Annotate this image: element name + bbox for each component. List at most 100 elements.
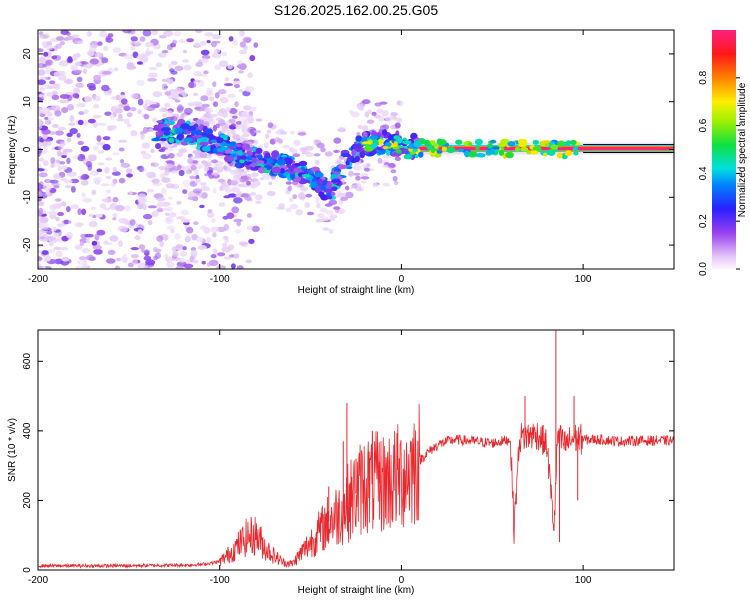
- spectrogram-faint-blob: [207, 118, 216, 124]
- spectrogram-faint-blob: [251, 173, 258, 178]
- spectrogram-bright-blob: [436, 150, 443, 154]
- spectrogram-x-tick-label: -200: [28, 274, 48, 285]
- spectrogram-ridge-blob: [264, 152, 271, 159]
- spectrogram-noise-blob: [39, 31, 44, 36]
- spectrogram-faint-blob: [390, 112, 399, 116]
- spectrogram-faint-blob: [199, 151, 208, 158]
- spectrogram-bright-blob: [369, 135, 379, 140]
- spectrogram-noise-blob: [156, 208, 163, 213]
- spectrogram-noise-blob: [239, 41, 246, 48]
- spectrogram-faint-blob: [301, 147, 306, 154]
- spectrogram-noise-blob: [216, 265, 226, 269]
- spectrogram-noise-blob: [166, 206, 173, 212]
- spectrogram-noise-blob: [182, 59, 190, 63]
- spectrogram-noise-blob: [54, 198, 62, 202]
- spectrogram-noise-blob: [170, 70, 178, 75]
- spectrogram-faint-blob: [232, 115, 238, 119]
- spectrogram-noise-blob: [150, 149, 155, 154]
- spectrogram-faint-blob: [393, 180, 399, 186]
- spectrogram-noise-blob: [182, 246, 187, 251]
- spectrogram-noise-blob: [45, 69, 50, 74]
- spectrogram-noise-blob: [175, 265, 184, 269]
- spectrogram-noise-blob: [201, 260, 206, 265]
- spectrogram-ridge-blob: [298, 160, 308, 167]
- spectrogram-noise-blob: [38, 69, 46, 76]
- spectrogram-noise-blob: [112, 213, 118, 218]
- spectrogram-noise-blob: [186, 226, 194, 234]
- spectrogram-noise-blob: [134, 235, 141, 241]
- spectrogram-noise-blob: [118, 147, 125, 152]
- spectrogram-ridge-blob: [219, 134, 229, 139]
- spectrogram-faint-blob: [205, 107, 214, 114]
- spectrogram-noise-blob: [165, 212, 170, 216]
- spectrogram-faint-blob: [361, 125, 369, 131]
- spectrogram-ridge-blob: [347, 155, 352, 163]
- spectrogram-noise-blob: [120, 162, 131, 168]
- spectrogram-noise-blob: [210, 226, 219, 233]
- spectrogram-x-ticks: -200 -100 0 100: [28, 30, 592, 285]
- spectrogram-noise-blob: [167, 79, 174, 85]
- spectrogram-faint-blob: [165, 110, 174, 117]
- spectrogram-noise-blob: [118, 139, 128, 143]
- spectrogram-noise-blob: [147, 72, 158, 78]
- spectrogram-noise-blob: [194, 178, 200, 184]
- spectrogram-ridge-blob: [314, 172, 324, 178]
- spectrogram-bright-blob: [532, 139, 539, 145]
- spectrogram-faint-blob: [267, 190, 276, 197]
- spectrogram-faint-blob: [297, 132, 307, 136]
- spectrogram-noise-blob: [69, 128, 78, 135]
- spectrogram-noise-blob: [122, 30, 132, 34]
- spectrogram-noise-blob: [41, 250, 49, 255]
- spectrogram-bright-blob: [437, 139, 447, 146]
- colorbar-ticks: 0.0 0.2 0.4 0.6 0.8: [698, 70, 740, 276]
- spectrogram-noise-blob: [190, 249, 198, 257]
- spectrogram-noise-blob: [199, 204, 205, 209]
- spectrogram-faint-blob: [333, 149, 340, 153]
- spectrogram-faint-blob: [383, 154, 392, 159]
- spectrogram-noise-blob: [167, 63, 173, 69]
- spectrogram-noise-blob: [38, 119, 43, 125]
- spectrogram-noise-blob: [164, 254, 169, 260]
- colorbar-label: Normalized spectral amplitude: [737, 82, 748, 217]
- spectrogram-faint-blob: [200, 95, 209, 102]
- spectrogram-faint-blob: [193, 169, 199, 176]
- spectrogram-noise-blob: [130, 93, 139, 99]
- spectrogram-noise-blob: [77, 208, 82, 216]
- spectrogram-noise-blob: [251, 225, 260, 233]
- spectrogram-noise-blob: [105, 175, 112, 180]
- spectrogram-noise-blob: [70, 204, 79, 209]
- spectrogram-bright-blob: [490, 139, 497, 144]
- spectrogram-noise-blob: [126, 173, 133, 178]
- spectrogram-noise-blob: [201, 58, 209, 64]
- spectrogram-noise-blob: [143, 265, 149, 269]
- spectrogram-ridge-blob: [174, 127, 183, 135]
- spectrogram-faint-blob: [392, 175, 398, 182]
- spectrogram-ridge-blob: [304, 179, 310, 183]
- spectrogram-noise-blob: [109, 235, 119, 242]
- spectrogram-noise-blob: [166, 225, 176, 230]
- spectrogram-noise-blob: [166, 261, 175, 268]
- spectrogram-noise-blob: [214, 92, 220, 99]
- spectrogram-ridge-blob: [293, 167, 303, 173]
- spectrogram-ridge-blob: [202, 141, 209, 146]
- spectrogram-noise-blob: [253, 42, 259, 48]
- spectrogram-noise-blob: [101, 84, 110, 92]
- spectrogram-noise-blob: [103, 207, 111, 211]
- spectrogram-noise-blob: [200, 49, 210, 56]
- spectrogram-noise-blob: [137, 197, 147, 205]
- spectrogram-ridge-blob: [163, 131, 171, 136]
- snr-y-axis-label: SNR (10 * v/v): [7, 418, 18, 482]
- spectrogram-noise-blob: [64, 185, 72, 189]
- spectrogram-noise-blob: [138, 244, 146, 250]
- spectrogram-noise-blob: [73, 40, 78, 45]
- spectrogram-noise-blob: [55, 36, 64, 41]
- spectrogram-ridge-blob: [276, 159, 287, 166]
- spectrogram-noise-blob: [236, 265, 244, 269]
- spectrogram-noise-blob: [102, 143, 111, 151]
- spectrogram-faint-blob: [345, 185, 350, 191]
- spectrogram-noise-blob: [101, 57, 109, 64]
- spectrogram-ridge-blob: [242, 143, 251, 150]
- spectrogram-noise-blob: [149, 104, 160, 109]
- spectrogram-faint-blob: [185, 170, 190, 175]
- spectrogram-noise-blob: [143, 113, 150, 120]
